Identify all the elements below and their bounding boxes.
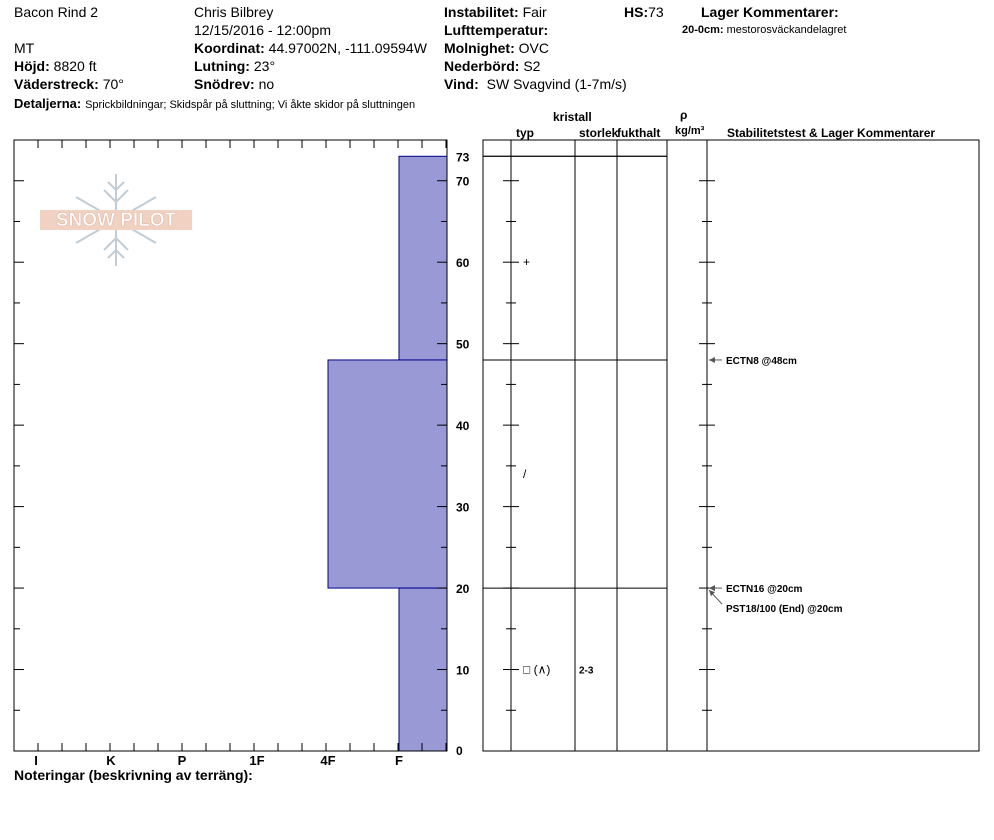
slope-value: 23° [253, 58, 276, 74]
stability-label: Instabilitet: [444, 4, 519, 20]
hardness-axis: I K P 1F 4F F [13, 140, 447, 768]
grain-type-0: + [523, 255, 530, 269]
layer-comment-row: 20-0cm: mestorosväckandelagret [682, 24, 846, 37]
logo-text: SNOW PILOT [56, 210, 177, 231]
x-tick-label: P [178, 753, 187, 768]
precip-label: Nederbörd: [444, 58, 520, 74]
y-tick-label: 73 [456, 150, 470, 164]
col-rho-header: ρ [680, 108, 688, 122]
observation-datetime: 12/15/2016 - 12:00pm [194, 22, 331, 38]
x-tick-label: K [106, 753, 116, 768]
y-tick-label: 50 [456, 338, 470, 352]
y-tick-label: 0 [456, 744, 463, 758]
y-tick-label: 70 [456, 175, 470, 189]
test-arrow-head-0 [709, 356, 715, 363]
y-tick-label: 10 [456, 664, 470, 678]
snowflake-icon: SNOW PILOT [40, 174, 192, 266]
stability-tests: ECTN8 @48cm ECTN16 @20cm PST18/100 (End) @… [708, 356, 843, 615]
notes-label: Noteringar (beskrivning av terräng): [14, 767, 253, 783]
x-tick-label: I [34, 753, 38, 768]
elevation-label: Höjd: [14, 58, 50, 74]
aspect-value: 70° [102, 76, 124, 92]
wind-row: Vind: SW Svagvind (1-7m/s) [444, 76, 627, 92]
sky-label: Molnighet: [444, 40, 515, 56]
aspect-row: Väderstreck: 70° [14, 76, 124, 92]
y-tick-label: 40 [456, 419, 470, 433]
grain-size-2: 2-3 [579, 666, 594, 677]
wind-label: Vind: [444, 76, 479, 92]
layer-table [482, 139, 980, 752]
slope-label: Lutning: [194, 58, 250, 74]
hs-value: 73 [648, 4, 664, 20]
wind-value: SW Svagvind (1-7m/s) [486, 76, 627, 92]
x-tick-label: 4F [320, 753, 335, 768]
snowpilot-logo: SNOW PILOT [36, 170, 196, 270]
y-tick-label: 30 [456, 501, 470, 515]
coordinate-row: Koordinat: 44.97002N, -111.09594W [194, 40, 427, 56]
precip-value: S2 [523, 58, 541, 74]
details-row: Detaljerna: Sprickbildningar; Skidspår p… [14, 95, 415, 112]
sky-row: Molnighet: OVC [444, 40, 549, 56]
col-type-header: typ [516, 126, 534, 140]
depth-axis: 0 10 20 30 40 50 60 70 73 [14, 150, 470, 758]
stability-test-label-2: PST18/100 (End) @20cm [726, 604, 843, 615]
hardness-bar-1 [327, 359, 448, 589]
layer-comments-title: Lager Kommentarer: [701, 4, 839, 20]
details-label: Detaljerna: [14, 96, 82, 111]
grain-type-1: / [523, 467, 527, 481]
test-arrow-head-1 [709, 585, 715, 592]
test-arrow-head-2 [709, 590, 715, 597]
stability-test-label-1: ECTN16 @20cm [726, 584, 803, 595]
precip-row: Nederbörd: S2 [444, 58, 540, 74]
hardness-bar-0 [398, 155, 448, 361]
coordinate-label: Koordinat: [194, 40, 265, 56]
hs-row: HS:73 [624, 4, 664, 20]
grain-type-2: □ (∧) [523, 663, 550, 677]
elevation-value: 8820 ft [53, 58, 97, 74]
drift-value: no [258, 76, 275, 92]
grain-rows: + / □ (∧) 2-3 [523, 255, 594, 676]
col-density-header: kg/m³ [675, 125, 705, 137]
x-tick-label: 1F [249, 753, 264, 768]
col-size-header: storlek [579, 126, 619, 140]
observer-name: Chris Bilbrey [194, 4, 274, 20]
stability-value: Fair [522, 4, 547, 20]
state-name: MT [14, 40, 35, 56]
aspect-label: Väderstreck: [14, 76, 99, 92]
stability-test-label-0: ECTN8 @48cm [726, 356, 797, 367]
col-stability-header: Stabilitetstest & Lager Kommentarer [727, 126, 936, 140]
layer-comment-depth: 20-0cm: [682, 24, 724, 36]
layer-comment-text: mestorosväckandelagret [726, 24, 847, 36]
col-moisture-header: fukthalt [617, 126, 661, 140]
details-value: Sprickbildningar; Skidspår på sluttning;… [85, 99, 416, 111]
y-tick-label: 60 [456, 256, 470, 270]
slope-row: Lutning: 23° [194, 58, 275, 74]
drift-label: Snödrev: [194, 76, 255, 92]
stability-row: Instabilitet: Fair [444, 4, 547, 20]
site-name: Bacon Rind 2 [14, 4, 99, 20]
airtemp-label: Lufttemperatur: [444, 22, 549, 38]
coordinate-value: 44.97002N, -111.09594W [268, 40, 427, 56]
drift-row: Snödrev: no [194, 76, 274, 92]
y-tick-label: 20 [456, 582, 470, 596]
sky-value: OVC [518, 40, 549, 56]
elevation-row: Höjd: 8820 ft [14, 58, 96, 74]
col-crystal-header: kristall [553, 110, 592, 124]
x-tick-label: F [395, 753, 403, 768]
table-frame [482, 139, 980, 752]
hs-label: HS: [624, 4, 649, 20]
hardness-bars [327, 155, 448, 752]
airtemp-row: Lufttemperatur: [444, 22, 548, 38]
